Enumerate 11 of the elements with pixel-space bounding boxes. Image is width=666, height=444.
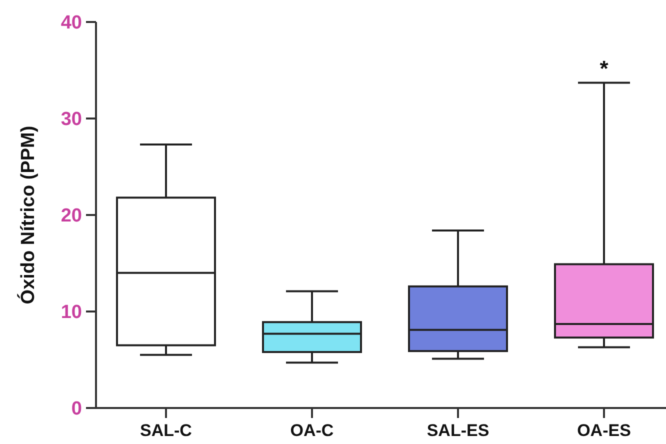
x-tick-label: OA-ES	[577, 421, 631, 440]
x-tick-label: OA-C	[290, 421, 334, 440]
y-tick-label: 20	[60, 206, 82, 227]
y-axis-title: Óxido Nítrico (PPM)	[17, 126, 39, 304]
annotation: *	[600, 56, 609, 82]
y-tick-label: 10	[60, 302, 82, 324]
y-tick-label: 0	[71, 398, 82, 420]
x-tick-label: SAL-C	[140, 421, 192, 440]
y-tick-label: 40	[60, 12, 82, 34]
y-tick-label: 30	[60, 109, 82, 130]
x-tick-label: SAL-ES	[426, 421, 490, 440]
